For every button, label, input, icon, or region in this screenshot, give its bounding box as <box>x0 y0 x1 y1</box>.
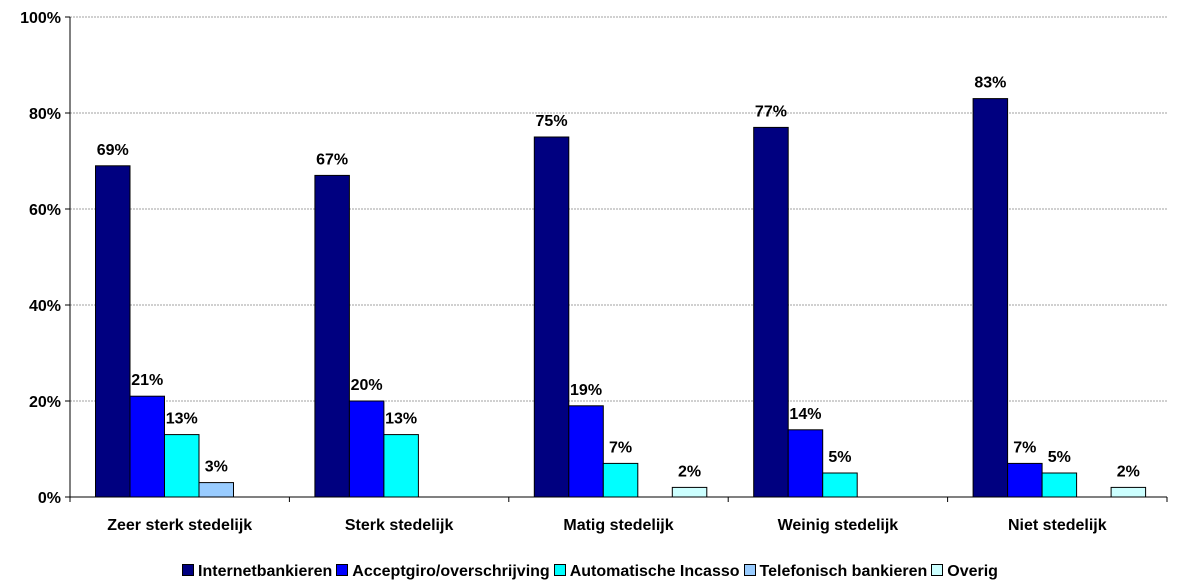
data-label: 19% <box>570 382 602 399</box>
legend-item: Telefonisch bankieren <box>743 563 928 581</box>
legend-item: Overig <box>931 563 998 581</box>
data-label: 2% <box>1117 463 1140 480</box>
bar-chart: 0% 20% 40% 60% 80% 100% 69% 67% 75% 77% 83% 21% 20%… <box>20 10 1168 534</box>
x-axis-categories: Zeer sterk stedelijk Sterk stedelijk Matig… <box>107 517 1107 534</box>
y-tick-label: 40% <box>29 298 61 315</box>
legend-label: Internetbankieren <box>198 563 333 580</box>
legend-item: Automatische Incasso <box>553 563 740 581</box>
x-category-label: Zeer sterk stedelijk <box>107 517 252 534</box>
data-labels: 69% 67% 75% 77% 83% 21% 20% 19% 14% 7% 13% 13% 7% 5% 5… <box>97 75 1140 481</box>
bar <box>568 405 604 498</box>
bars <box>95 98 1147 498</box>
legend-swatch <box>553 564 566 576</box>
legend-swatch <box>743 564 756 576</box>
bar <box>1110 486 1147 498</box>
data-label: 67% <box>316 151 348 168</box>
bar <box>129 395 165 498</box>
data-label: 75% <box>536 113 568 130</box>
bar <box>95 165 131 498</box>
legend-swatch <box>336 564 349 576</box>
x-category-label: Sterk stedelijk <box>345 517 454 534</box>
y-axis-ticks: 0% 20% 40% 60% 80% 100% <box>20 10 61 507</box>
data-label: 13% <box>385 411 417 428</box>
axes <box>65 16 1168 502</box>
y-tick-label: 100% <box>20 10 61 27</box>
bar <box>753 126 789 498</box>
bar <box>383 434 419 498</box>
y-tick-label: 20% <box>29 394 61 411</box>
data-label: 69% <box>97 142 129 159</box>
legend-label: Acceptgiro/overschrijving <box>352 563 550 580</box>
legend-item: Internetbankieren <box>182 563 332 581</box>
legend-swatch <box>931 564 944 576</box>
legend-label: Overig <box>947 563 998 580</box>
data-label: 21% <box>131 372 163 389</box>
bar <box>1007 462 1043 498</box>
y-tick-label: 60% <box>29 202 61 219</box>
bar <box>314 174 350 498</box>
bar <box>533 136 570 498</box>
x-category-label: Weinig stedelijk <box>778 517 899 534</box>
bar <box>671 486 708 498</box>
y-tick-label: 80% <box>29 106 61 123</box>
data-label: 7% <box>609 439 632 456</box>
legend-label: Automatische Incasso <box>569 563 740 580</box>
y-tick-label: 0% <box>38 490 61 507</box>
bar <box>602 462 639 498</box>
data-label: 14% <box>789 406 821 423</box>
bar <box>348 400 385 498</box>
bar <box>787 429 824 498</box>
legend-swatch <box>182 564 195 576</box>
data-label: 20% <box>351 377 383 394</box>
data-label: 2% <box>678 463 701 480</box>
data-label: 7% <box>1013 439 1036 456</box>
bar <box>972 98 1009 498</box>
x-category-label: Matig stedelijk <box>563 517 673 534</box>
x-category-label: Niet stedelijk <box>1008 517 1107 534</box>
data-label: 3% <box>205 459 228 476</box>
data-label: 83% <box>974 75 1006 92</box>
legend: Internetbankieren Acceptgiro/overschrijvi… <box>0 563 1180 581</box>
data-label: 13% <box>166 411 198 428</box>
data-label: 5% <box>828 449 851 466</box>
bar <box>164 434 200 498</box>
legend-label: Telefonisch bankieren <box>759 563 928 580</box>
data-label: 5% <box>1048 449 1071 466</box>
bar <box>822 472 858 498</box>
bar <box>1041 472 1078 498</box>
data-label: 77% <box>755 103 787 120</box>
bar <box>198 482 234 498</box>
legend-item: Acceptgiro/overschrijving <box>336 563 550 581</box>
